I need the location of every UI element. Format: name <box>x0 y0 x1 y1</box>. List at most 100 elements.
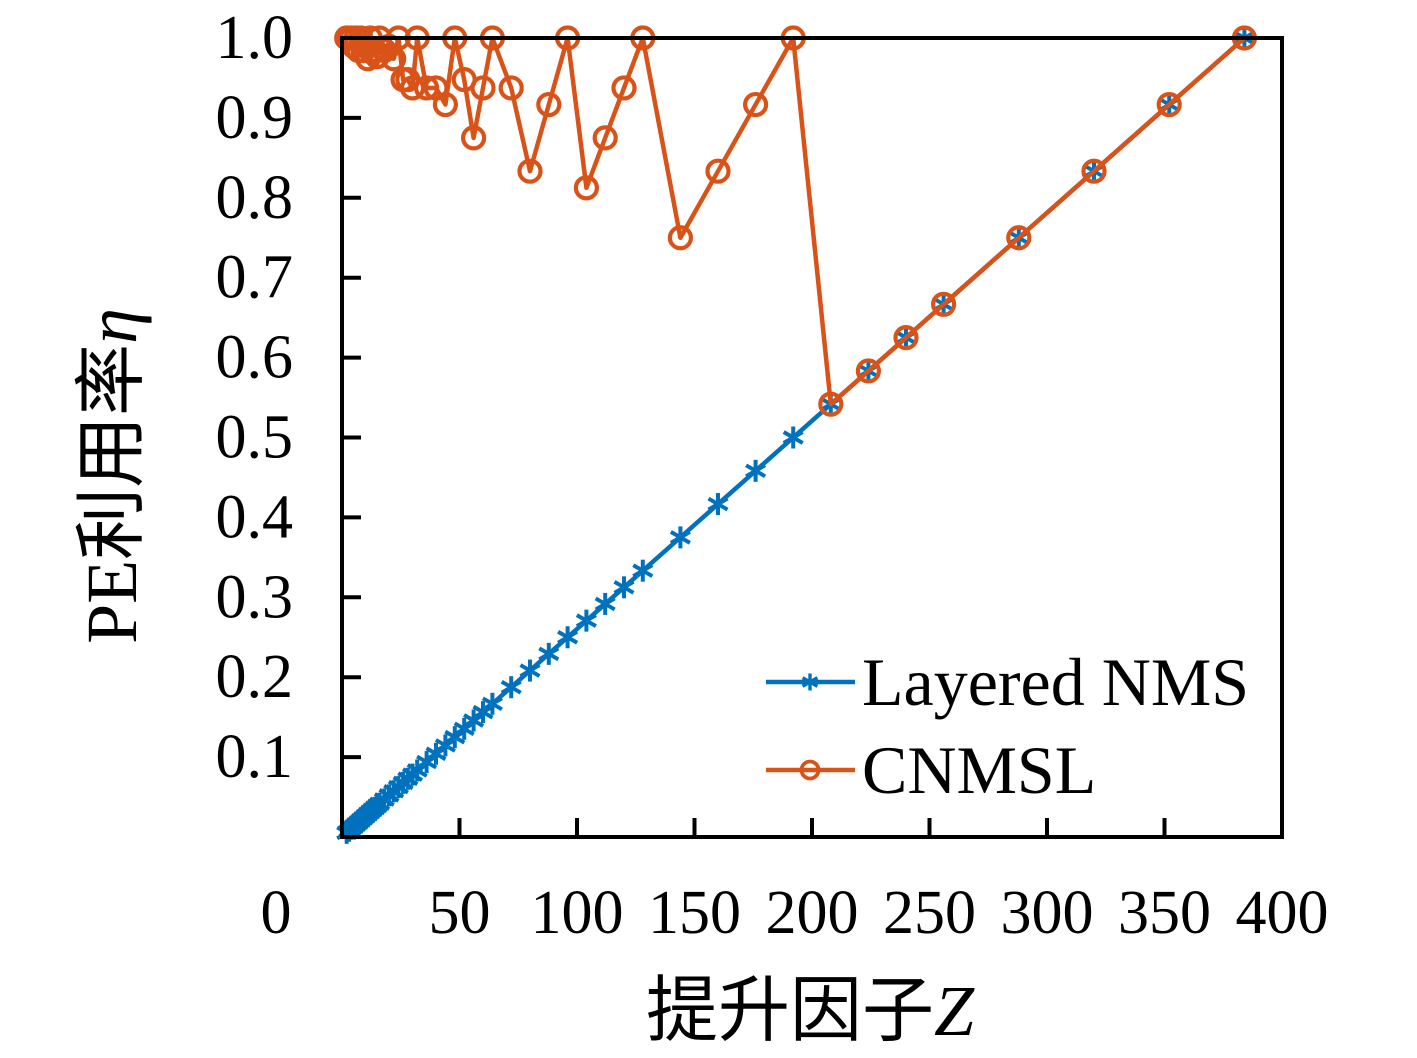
layered-nms-asterisk-marker <box>416 754 438 770</box>
y-tick-label: 0.1 <box>216 723 294 791</box>
layered-nms-data-point-marker <box>463 709 485 732</box>
layered-nms-data-point-marker <box>416 751 438 774</box>
layered-nms-asterisk-marker <box>707 496 729 512</box>
cnmsl-data-point-marker <box>855 358 882 384</box>
cnmsl-data-point-marker <box>611 75 637 101</box>
x-tick-label: 400 <box>1236 879 1329 947</box>
layered-nms-asterisk-marker <box>463 713 485 728</box>
legend-item-cnmsl: CNMSL <box>862 732 1096 808</box>
cnmsl-circle-marker <box>1156 91 1182 118</box>
layered-nms-data-point-marker <box>481 692 503 715</box>
layered-nms-data-point-marker <box>613 576 635 599</box>
layered-nms-data-point-marker <box>406 759 428 782</box>
cnmsl-data-point-marker <box>592 125 618 151</box>
cnmsl-circle-marker <box>470 75 496 101</box>
layered-nms-asterisk-marker <box>782 430 804 445</box>
layered-nms-asterisk-marker <box>434 738 456 753</box>
layered-nms-data-point-marker <box>434 734 456 757</box>
cnmsl-circle-marker <box>592 125 618 151</box>
cnmsl-circle-marker <box>855 358 882 384</box>
layered-nms-data-point-marker <box>444 726 466 749</box>
y-tick-label: 0.8 <box>216 164 294 232</box>
x-tick-label: 350 <box>1118 879 1211 947</box>
layered-nms-asterisk-marker <box>575 613 597 628</box>
x-tick-label: 250 <box>883 879 976 947</box>
layered-nms-data-point-marker <box>472 701 494 724</box>
y-tick-label: 0.2 <box>216 643 294 711</box>
y-tick-label: 0.5 <box>216 404 294 472</box>
x-axis-title: 提升因子Z <box>646 971 975 1051</box>
cnmsl-circle-marker <box>461 125 487 151</box>
layered-nms-asterisk-marker <box>481 696 503 712</box>
layered-nms-asterisk-marker <box>632 563 654 578</box>
layered-nms-data-point-marker <box>707 493 729 516</box>
cnmsl-data-point-marker <box>893 325 919 351</box>
series-layer <box>334 25 1258 844</box>
layered-nms-asterisk-marker <box>557 630 579 645</box>
legend-circle-marker <box>799 759 821 781</box>
layered-nms-asterisk-marker <box>453 721 475 737</box>
cnmsl-data-point-marker <box>705 158 731 184</box>
axes-layer <box>340 36 1284 839</box>
layered-nms-asterisk-marker <box>406 763 428 778</box>
cnmsl-circle-marker <box>818 391 844 417</box>
cnmsl-data-point-marker <box>667 225 694 251</box>
x-tick-label: 200 <box>766 879 859 947</box>
cnmsl-circle-marker <box>517 158 543 184</box>
layered-nms-asterisk-marker <box>538 646 560 662</box>
cnmsl-data-point-marker <box>498 75 524 101</box>
cnmsl-data-point-marker <box>1081 158 1107 184</box>
layered-nms-data-point-marker <box>538 642 560 665</box>
layered-nms-asterisk-marker <box>472 704 494 720</box>
cnmsl-circle-marker <box>611 75 637 101</box>
y-tick-label: 0.9 <box>216 84 294 152</box>
legend-asterisk-marker <box>801 676 819 688</box>
layered-nms-asterisk-marker <box>745 463 767 479</box>
cnmsl-data-point-marker <box>414 75 440 101</box>
tick-label-layer: 0 50 100 150 200 250 300 350 400 0.1 0.2 0.3 0.4 0.5 0… <box>216 4 1329 947</box>
layered-nms-asterisk-marker <box>444 729 466 745</box>
layered-nms-asterisk-marker <box>519 663 541 678</box>
layered-nms-data-point-marker <box>453 717 475 740</box>
cnmsl-data-point-marker <box>573 175 600 201</box>
cnmsl-circle-marker <box>667 225 694 251</box>
cnmsl-data-point-marker <box>818 391 844 417</box>
cnmsl-data-point-marker <box>1156 91 1182 118</box>
cnmsl-circle-marker <box>414 75 440 101</box>
layered-nms-data-point-marker <box>500 676 522 699</box>
y-tick-label: 1.0 <box>216 4 294 72</box>
cnmsl-data-point-marker <box>536 91 562 118</box>
layered-nms-asterisk-marker <box>613 580 635 595</box>
layered-nms-asterisk-marker <box>594 596 616 612</box>
cnmsl-circle-marker <box>893 325 919 351</box>
cnmsl-data-point-marker <box>432 91 458 118</box>
cnmsl-data-point-marker <box>1006 225 1032 251</box>
cnmsl-circle-marker <box>742 91 769 118</box>
cnmsl-circle-marker <box>930 291 957 317</box>
cnmsl-circle-marker <box>432 91 458 118</box>
x-tick-label: 150 <box>648 879 741 947</box>
x-tick-label: 0 <box>261 879 292 947</box>
cnmsl-data-point-marker <box>399 75 426 101</box>
cnmsl-circle-marker <box>1006 225 1032 251</box>
layered-nms-data-point-marker <box>745 459 767 482</box>
cnmsl-data-point-marker <box>742 91 769 118</box>
x-axis-title-symbol: Z <box>934 971 975 1051</box>
cnmsl-data-point-marker <box>930 291 957 317</box>
x-tick-label: 50 <box>429 879 491 947</box>
cnmsl-line <box>346 35 1246 407</box>
cnmsl-circle-marker <box>536 91 562 118</box>
x-tick-label: 100 <box>531 879 624 947</box>
cnmsl-data-point-marker <box>517 158 543 184</box>
series-cnmsl <box>334 25 1258 417</box>
y-tick-label: 0.7 <box>216 244 294 312</box>
layered-nms-asterisk-marker <box>500 679 522 695</box>
y-axis-title: PE利用率η <box>72 308 152 644</box>
legend-item-layered-nms: Layered NMS <box>862 644 1249 720</box>
legend-samples <box>766 673 855 781</box>
y-tick-label: 0.4 <box>216 483 294 551</box>
cnmsl-circle-marker <box>1081 158 1107 184</box>
layered-nms-asterisk-marker <box>669 530 691 545</box>
